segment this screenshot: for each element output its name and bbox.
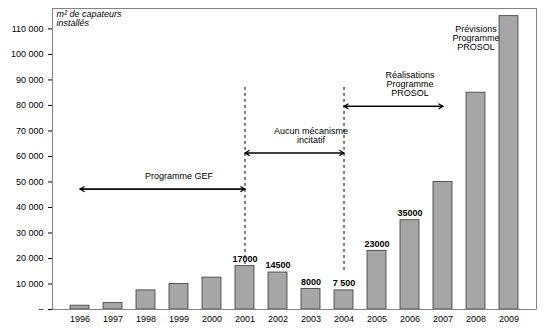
svg-text:2007: 2007 <box>433 314 453 324</box>
svg-text:2006: 2006 <box>400 314 420 324</box>
svg-text:m² de capateursinstallés: m² de capateursinstallés <box>57 9 123 28</box>
svg-text:50 000: 50 000 <box>16 177 44 187</box>
svg-text:30 000: 30 000 <box>16 228 44 238</box>
svg-text:23000: 23000 <box>364 239 389 249</box>
svg-text:1996: 1996 <box>70 314 90 324</box>
svg-text:10 000: 10 000 <box>16 279 44 289</box>
svg-text:17000: 17000 <box>232 254 257 264</box>
svg-text:2002: 2002 <box>268 314 288 324</box>
svg-text:–: – <box>38 304 43 314</box>
svg-text:1997: 1997 <box>103 314 123 324</box>
svg-text:2001: 2001 <box>235 314 255 324</box>
svg-text:PrévisionsProgrammePROSOL: PrévisionsProgrammePROSOL <box>452 24 499 52</box>
svg-text:35000: 35000 <box>397 208 422 218</box>
svg-text:1998: 1998 <box>136 314 156 324</box>
svg-text:110 000: 110 000 <box>12 24 44 34</box>
svg-text:100 000: 100 000 <box>11 49 44 59</box>
svg-text:20 000: 20 000 <box>16 253 44 263</box>
svg-text:2004: 2004 <box>334 314 354 324</box>
svg-text:2000: 2000 <box>202 314 222 324</box>
svg-text:2009: 2009 <box>499 314 519 324</box>
svg-text:2005: 2005 <box>367 314 387 324</box>
svg-text:40 000: 40 000 <box>16 202 44 212</box>
svg-text:1999: 1999 <box>169 314 189 324</box>
svg-text:RéalisationsProgrammePROSOL: RéalisationsProgrammePROSOL <box>385 70 435 98</box>
svg-text:7 500: 7 500 <box>333 278 356 288</box>
svg-text:2003: 2003 <box>301 314 321 324</box>
svg-text:Programme GEF: Programme GEF <box>145 171 214 181</box>
svg-text:2008: 2008 <box>466 314 486 324</box>
svg-text:8000: 8000 <box>301 277 321 287</box>
svg-text:Aucun mécanismeincitatif: Aucun mécanismeincitatif <box>274 126 348 145</box>
svg-text:80 000: 80 000 <box>16 100 44 110</box>
svg-text:90 000: 90 000 <box>16 75 44 85</box>
svg-text:60 000: 60 000 <box>16 151 44 161</box>
svg-text:14500: 14500 <box>265 260 290 270</box>
svg-text:70 000: 70 000 <box>16 126 44 136</box>
